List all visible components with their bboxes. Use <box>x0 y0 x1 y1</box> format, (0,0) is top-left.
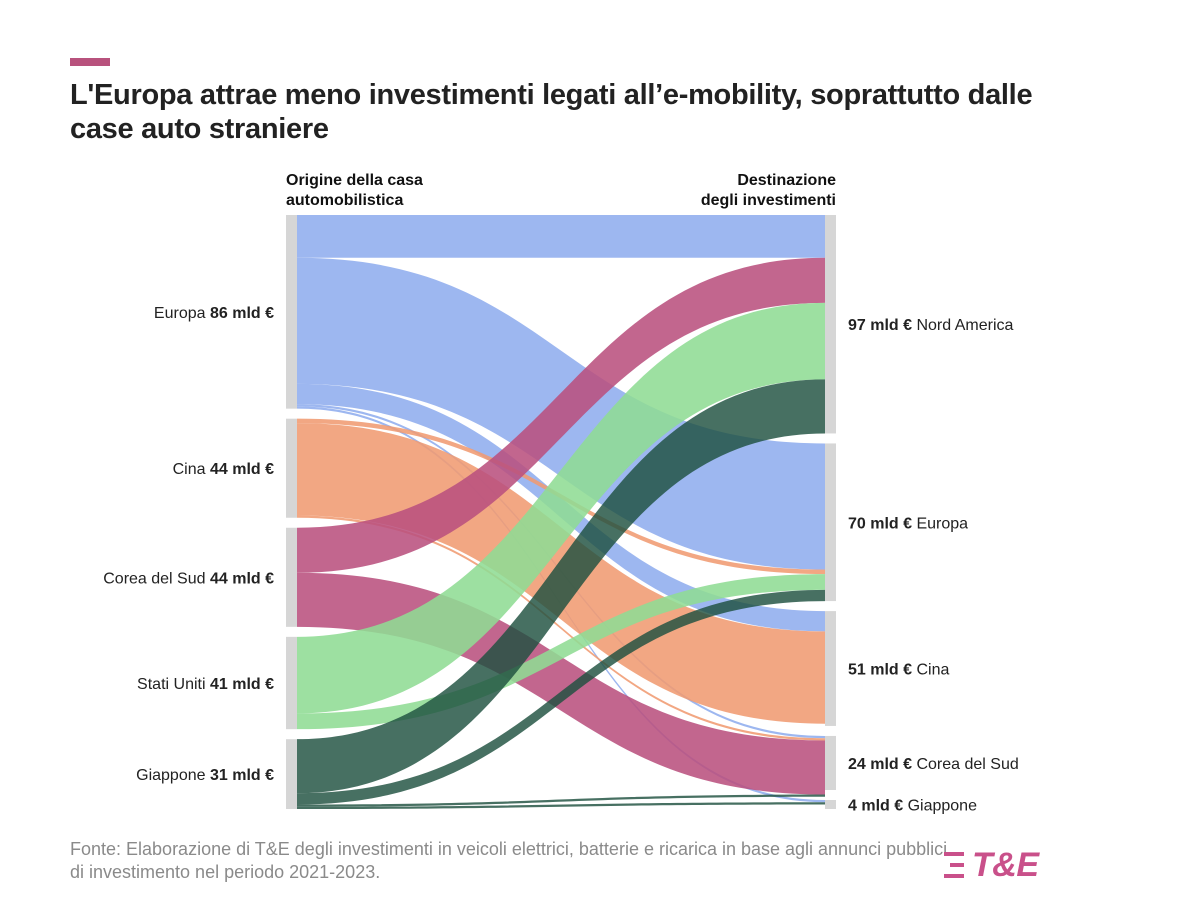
sankey-links <box>297 215 825 809</box>
link-giappone-to-corea-del-sud <box>297 794 825 807</box>
source-node-europa <box>286 215 297 409</box>
link-cina-to-corea-del-sud <box>297 515 825 741</box>
target-label-corea-del-sud: 24 mld € Corea del Sud <box>848 756 1019 773</box>
title-accent-bar <box>70 58 110 66</box>
source-node-stati-uniti <box>286 636 297 730</box>
target-label-nord-america: 97 mld € Nord America <box>848 317 1014 334</box>
source-label-giappone: Giappone 31 mld € <box>136 767 274 784</box>
sankey-labels: Origine della casa automobilistica Destina… <box>103 172 1019 814</box>
source-label-corea-del-sud: Corea del Sud 44 mld € <box>103 570 274 587</box>
source-label-europa: Europa 86 mld € <box>154 305 274 322</box>
target-label-giappone: 4 mld € Giappone <box>848 797 977 814</box>
te-logo: T&E <box>944 845 1039 885</box>
link-giappone-to-giappone <box>297 802 825 809</box>
link-stati-uniti-to-nord-america <box>297 302 825 714</box>
te-logo-mark-icon <box>944 852 964 878</box>
source-label-stati-uniti: Stati Uniti 41 mld € <box>137 676 274 693</box>
link-giappone-to-europa <box>297 589 825 805</box>
link-giappone-to-nord-america <box>297 379 825 794</box>
chart-title: L'Europa attrae meno investimenti legati… <box>70 79 1033 145</box>
left-column-header: Origine della casa automobilistica <box>286 172 423 209</box>
target-node-cina <box>825 611 836 726</box>
source-label-cina: Cina 44 mld € <box>173 461 274 478</box>
link-europa-to-nord-america <box>297 215 825 258</box>
right-column-header: Destinazione degli investimenti <box>701 172 836 209</box>
target-node-nord-america <box>825 215 836 434</box>
source-node-corea-del-sud <box>286 527 297 627</box>
source-node-giappone <box>286 739 297 809</box>
source-note: Fonte: Elaborazione di T&E degli investi… <box>70 839 948 882</box>
target-node-europa <box>825 443 836 602</box>
target-node-giappone <box>825 799 836 809</box>
target-label-europa: 70 mld € Europa <box>848 515 968 532</box>
link-corea-del-sud-to-nord-america <box>297 257 825 573</box>
sankey-nodes <box>286 215 836 809</box>
target-label-cina: 51 mld € Cina <box>848 662 949 679</box>
source-node-cina <box>286 418 297 518</box>
link-stati-uniti-to-europa <box>297 574 825 730</box>
target-node-corea-del-sud <box>825 735 836 790</box>
te-logo-text: T&E <box>972 845 1039 884</box>
